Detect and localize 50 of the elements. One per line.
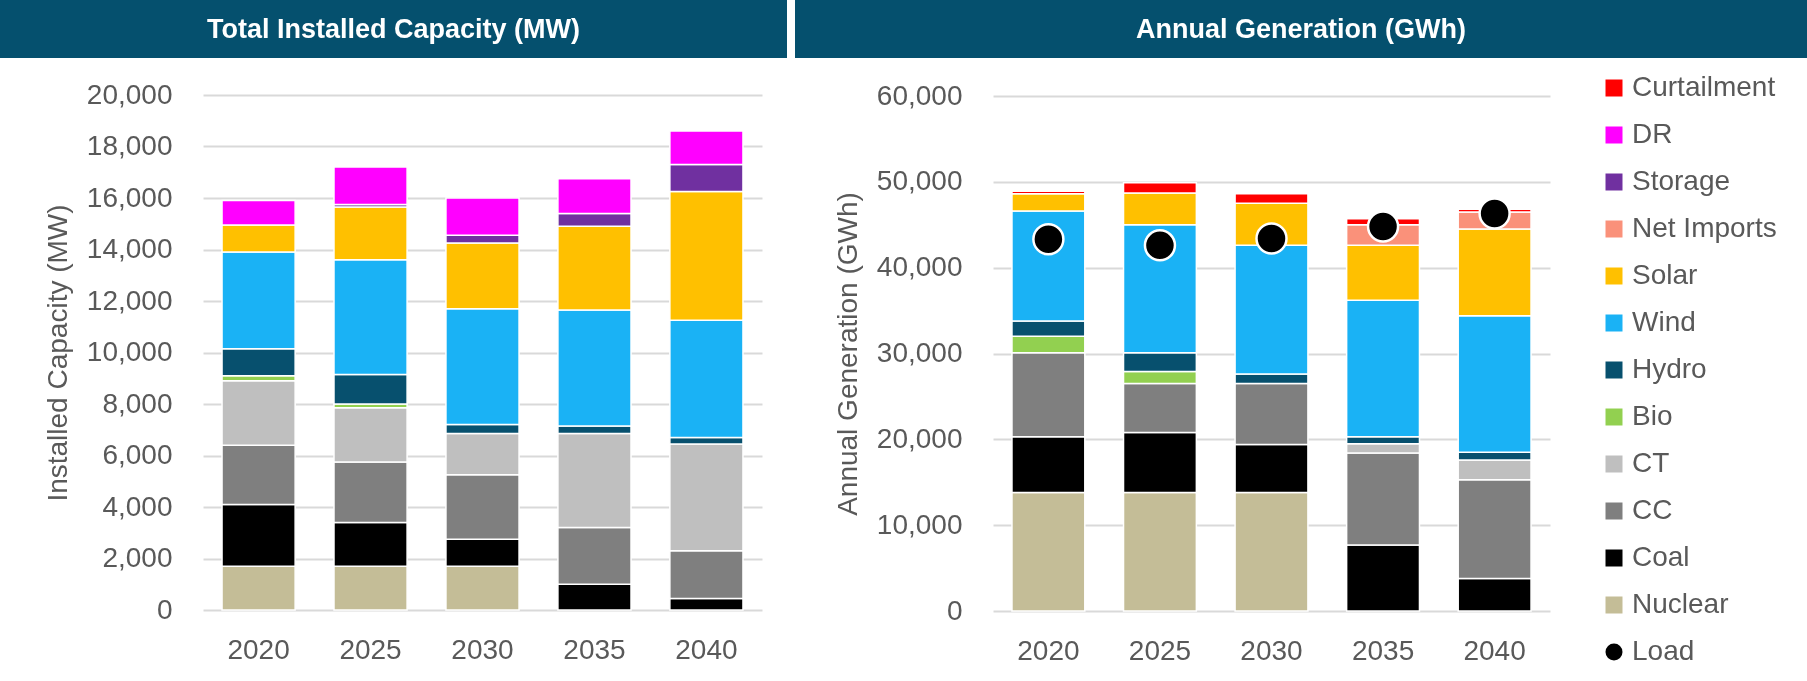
y-tick-label: 16,000 — [86, 181, 173, 213]
legend-label: CT — [1632, 447, 1670, 478]
legend-label: Wind — [1632, 306, 1696, 337]
chart-title: Annual Generation (GWh) — [1136, 13, 1466, 45]
y-tick-label: 50,000 — [876, 165, 963, 197]
x-tick-label: 2030 — [451, 633, 514, 665]
x-tick-label: 2020 — [1017, 634, 1080, 666]
x-tick-label: 2040 — [675, 633, 738, 665]
y-tick-label: 2,000 — [102, 542, 173, 573]
x-tick-label: 2030 — [1240, 634, 1303, 666]
y-axis-title: Annual Generation (GWh) — [831, 192, 863, 516]
legend-label: Nuclear — [1632, 588, 1729, 619]
x-tick-label: 2035 — [563, 633, 626, 665]
x-tick-label: 2020 — [227, 633, 290, 665]
y-tick-label: 10,000 — [876, 508, 963, 540]
legend-label: Coal — [1632, 541, 1690, 572]
x-tick-label: 2025 — [1128, 634, 1192, 666]
x-tick-label: 2035 — [1351, 634, 1415, 666]
point — [1478, 197, 1511, 230]
y-tick-label: 8,000 — [102, 387, 173, 419]
point — [1032, 223, 1065, 256]
y-tick-label: 40,000 — [876, 251, 963, 283]
point — [1366, 210, 1400, 243]
y-tick-label: 10,000 — [86, 336, 173, 367]
legend-label: Bio — [1632, 400, 1673, 431]
legend-label: DR — [1632, 118, 1673, 149]
y-tick-label: 30,000 — [876, 337, 963, 368]
legend-label: Solar — [1632, 259, 1698, 290]
bar — [333, 166, 408, 206]
y-tick-label: 20,000 — [86, 78, 173, 110]
y-tick-label: 14,000 — [86, 233, 173, 264]
y-tick-label: 12,000 — [86, 284, 173, 316]
y-tick-label: 0 — [946, 594, 963, 626]
chart-title: Total Installed Capacity (MW) — [206, 13, 581, 45]
legend-label: Storage — [1632, 165, 1731, 196]
legend-label: Hydro — [1632, 353, 1707, 384]
y-tick-label: 6,000 — [102, 439, 173, 470]
y-tick-label: 4,000 — [102, 490, 173, 522]
legend-label: Curtailment — [1632, 71, 1776, 102]
legend-label: Load — [1632, 635, 1695, 666]
point — [1143, 229, 1177, 262]
y-axis-title: Installed Capacity (MW) — [41, 204, 73, 502]
y-tick-label: 0 — [156, 593, 173, 625]
y-tick-label: 60,000 — [876, 79, 963, 111]
legend-label: CC — [1632, 494, 1673, 525]
legend-label: Net Imports — [1632, 212, 1777, 243]
x-tick-label: 2040 — [1463, 634, 1526, 666]
x-tick-label: 2025 — [339, 633, 402, 665]
y-tick-label: 18,000 — [86, 130, 173, 161]
y-tick-label: 20,000 — [876, 422, 963, 454]
